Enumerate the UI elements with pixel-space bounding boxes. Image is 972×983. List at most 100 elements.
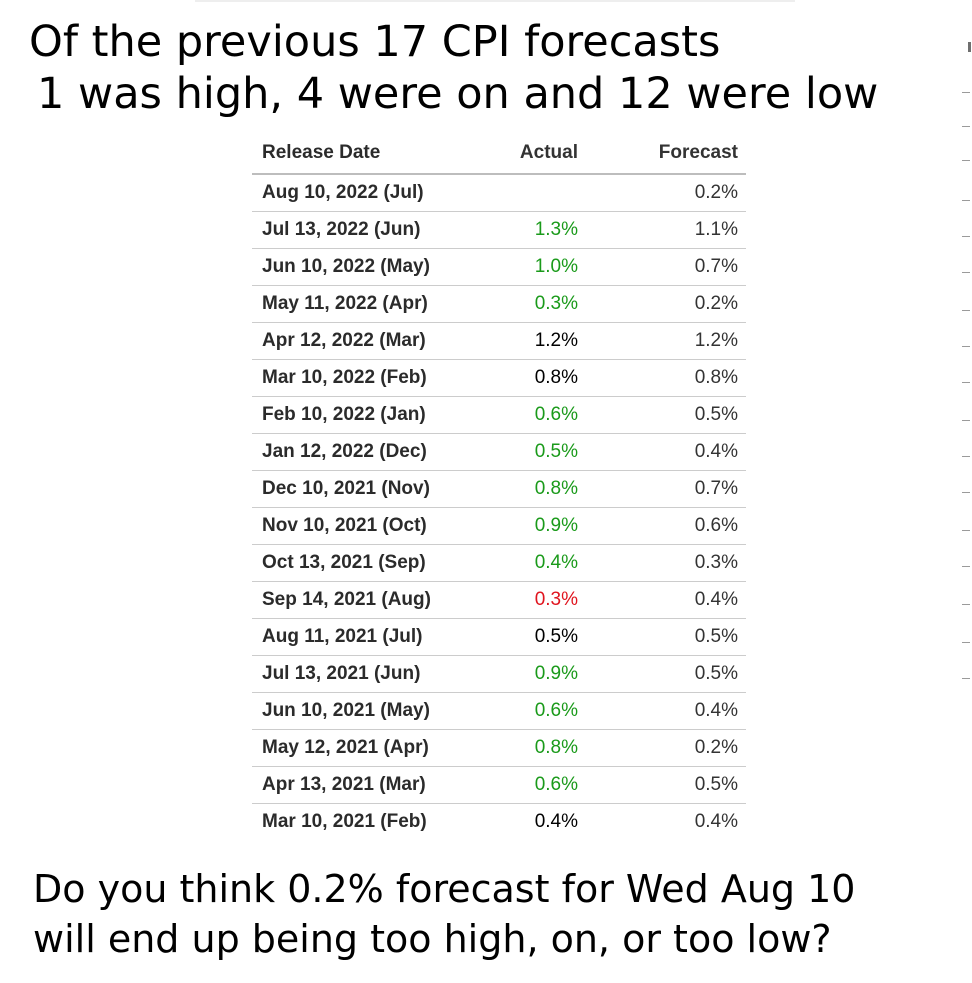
release-date-cell[interactable]: Nov 10, 2021 (Oct) (262, 515, 427, 536)
forecast-value-cell: 0.7% (694, 256, 738, 277)
scroll-marker (968, 42, 971, 52)
forecast-value-cell: 1.2% (694, 330, 738, 351)
column-header-actual[interactable]: Actual (519, 141, 578, 163)
scroll-tick (962, 642, 970, 643)
actual-value-cell: 1.2% (534, 330, 578, 351)
release-date-cell[interactable]: May 11, 2022 (Apr) (262, 293, 428, 314)
question-line-2: will end up being too high, on, or too l… (33, 917, 832, 961)
table-row: Jan 12, 2022 (Dec) 0.5% 0.4% (252, 434, 746, 471)
scroll-tick (962, 310, 970, 311)
forecast-value-cell: 0.5% (694, 404, 738, 425)
release-date-cell[interactable]: Aug 10, 2022 (Jul) (262, 182, 424, 203)
table-row: Feb 10, 2022 (Jan) 0.6% 0.5% (252, 397, 746, 434)
scroll-tick (962, 346, 970, 347)
scroll-tick (962, 236, 970, 237)
actual-value-cell: 0.6% (534, 774, 578, 795)
table-row: Nov 10, 2021 (Oct) 0.9% 0.6% (252, 508, 746, 545)
forecast-value-cell: 1.1% (694, 219, 738, 240)
scroll-tick (962, 566, 970, 567)
forecast-value-cell: 0.4% (694, 700, 738, 721)
scroll-tick (962, 200, 970, 201)
scroll-tick (962, 92, 970, 93)
headline-line-1: Of the previous 17 CPI forecasts (29, 17, 721, 67)
cpi-forecast-table: Release Date Actual Forecast Aug 10, 202… (252, 132, 746, 840)
actual-value-cell: 0.3% (534, 293, 578, 314)
table-row: Dec 10, 2021 (Nov) 0.8% 0.7% (252, 471, 746, 508)
actual-value-cell: 0.5% (534, 626, 578, 647)
forecast-value-cell: 0.2% (694, 182, 738, 203)
table-row: Jun 10, 2021 (May) 0.6% 0.4% (252, 693, 746, 730)
release-date-cell[interactable]: Apr 12, 2022 (Mar) (262, 330, 426, 351)
table-row: Apr 12, 2022 (Mar) 1.2% 1.2% (252, 323, 746, 360)
scroll-tick (962, 160, 970, 161)
table-row: Apr 13, 2021 (Mar) 0.6% 0.5% (252, 767, 746, 804)
headline-line-2: 1 was high, 4 were on and 12 were low (37, 69, 879, 119)
scroll-tick (962, 382, 970, 383)
forecast-value-cell: 0.5% (694, 663, 738, 684)
release-date-cell[interactable]: Jul 13, 2021 (Jun) (262, 663, 421, 684)
scroll-tick (962, 272, 970, 273)
table-row: Oct 13, 2021 (Sep) 0.4% 0.3% (252, 545, 746, 582)
release-date-cell[interactable]: Oct 13, 2021 (Sep) (262, 552, 426, 573)
release-date-cell[interactable]: Feb 10, 2022 (Jan) (262, 404, 426, 425)
actual-value-cell: 0.9% (534, 663, 578, 684)
forecast-value-cell: 0.2% (694, 293, 738, 314)
scroll-tick (962, 456, 970, 457)
actual-value-cell: 0.8% (534, 737, 578, 758)
release-date-cell[interactable]: Mar 10, 2021 (Feb) (262, 811, 427, 832)
actual-value-cell: 0.4% (534, 552, 578, 573)
scroll-tick (962, 604, 970, 605)
top-edge-strip (195, 0, 795, 2)
forecast-value-cell: 0.7% (694, 478, 738, 499)
scroll-tick (962, 126, 970, 127)
release-date-cell[interactable]: Jul 13, 2022 (Jun) (262, 219, 421, 240)
table-row: Sep 14, 2021 (Aug) 0.3% 0.4% (252, 582, 746, 619)
actual-value-cell: 0.6% (534, 404, 578, 425)
question-line-1: Do you think 0.2% forecast for Wed Aug 1… (33, 867, 856, 911)
release-date-cell[interactable]: Dec 10, 2021 (Nov) (262, 478, 430, 499)
table-row: May 12, 2021 (Apr) 0.8% 0.2% (252, 730, 746, 767)
release-date-cell[interactable]: Apr 13, 2021 (Mar) (262, 774, 426, 795)
release-date-cell[interactable]: Jun 10, 2021 (May) (262, 700, 430, 721)
release-date-cell[interactable]: May 12, 2021 (Apr) (262, 737, 429, 758)
table-header-row: Release Date Actual Forecast (252, 132, 746, 175)
actual-value-cell: 1.3% (534, 219, 578, 240)
release-date-cell[interactable]: Jun 10, 2022 (May) (262, 256, 430, 277)
table-row: Aug 10, 2022 (Jul) 0.2% (252, 175, 746, 212)
forecast-value-cell: 0.5% (694, 774, 738, 795)
forecast-value-cell: 0.4% (694, 589, 738, 610)
scroll-tick (962, 420, 970, 421)
table-row: Mar 10, 2021 (Feb) 0.4% 0.4% (252, 804, 746, 840)
actual-value-cell: 0.8% (534, 367, 578, 388)
actual-value-cell: 0.5% (534, 441, 578, 462)
actual-value-cell: 0.6% (534, 700, 578, 721)
column-header-release-date[interactable]: Release Date (262, 141, 381, 163)
table-row: Jul 13, 2021 (Jun) 0.9% 0.5% (252, 656, 746, 693)
forecast-value-cell: 0.4% (694, 811, 738, 832)
actual-value-cell: 0.9% (534, 515, 578, 536)
forecast-value-cell: 0.8% (694, 367, 738, 388)
actual-value-cell: 0.4% (534, 811, 578, 832)
scroll-tick (962, 530, 970, 531)
table-row: May 11, 2022 (Apr) 0.3% 0.2% (252, 286, 746, 323)
forecast-value-cell: 0.5% (694, 626, 738, 647)
table-row: Jul 13, 2022 (Jun) 1.3% 1.1% (252, 212, 746, 249)
release-date-cell[interactable]: Aug 11, 2021 (Jul) (262, 626, 423, 647)
column-header-forecast[interactable]: Forecast (658, 141, 738, 163)
forecast-value-cell: 0.4% (694, 441, 738, 462)
actual-value-cell: 0.8% (534, 478, 578, 499)
release-date-cell[interactable]: Mar 10, 2022 (Feb) (262, 367, 427, 388)
release-date-cell[interactable]: Sep 14, 2021 (Aug) (262, 589, 431, 610)
release-date-cell[interactable]: Jan 12, 2022 (Dec) (262, 441, 427, 462)
scroll-tick (962, 492, 970, 493)
scroll-tick (962, 678, 970, 679)
forecast-value-cell: 0.3% (694, 552, 738, 573)
table-row: Jun 10, 2022 (May) 1.0% 0.7% (252, 249, 746, 286)
forecast-value-cell: 0.6% (694, 515, 738, 536)
table-body: Aug 10, 2022 (Jul) 0.2% Jul 13, 2022 (Jun)… (252, 175, 746, 840)
table-row: Aug 11, 2021 (Jul) 0.5% 0.5% (252, 619, 746, 656)
table-row: Mar 10, 2022 (Feb) 0.8% 0.8% (252, 360, 746, 397)
actual-value-cell: 0.3% (534, 589, 578, 610)
forecast-value-cell: 0.2% (694, 737, 738, 758)
scroll-tick-marks (960, 30, 972, 690)
